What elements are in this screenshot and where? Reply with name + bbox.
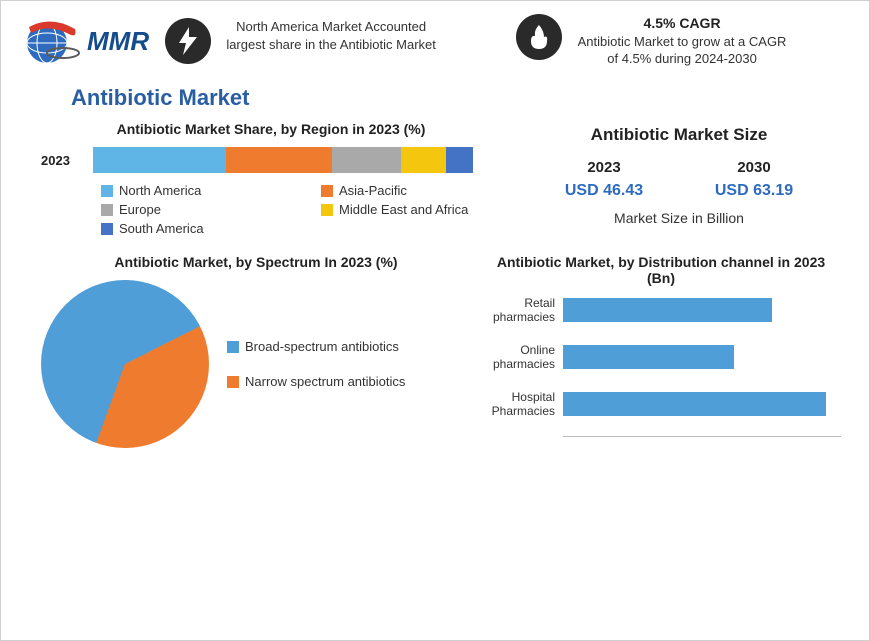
region-legend: North America Asia-Pacific Europe Middle Ea…: [41, 183, 501, 236]
stacked-bar: [93, 147, 473, 173]
legend-item: Narrow spectrum antibiotics: [227, 374, 405, 389]
pie-legend: Broad-spectrum antibiotics Narrow spectru…: [227, 339, 405, 389]
legend-item: Asia-Pacific: [321, 183, 501, 198]
cagr-caption: Antibiotic Market to grow at a CAGR of 4…: [572, 33, 792, 68]
mmr-logo: MMR: [19, 13, 149, 69]
hbar-row: Hospital Pharmacies: [481, 390, 841, 419]
hbar-track: [563, 298, 841, 322]
spectrum-chart: Antibiotic Market, by Spectrum In 2023 (…: [41, 254, 471, 448]
stacked-seg: [93, 147, 226, 173]
cagr-value: 4.5% CAGR: [572, 14, 792, 33]
region-chart-title: Antibiotic Market Share, by Region in 20…: [41, 121, 501, 137]
fire-icon: [516, 14, 562, 60]
distribution-chart: Antibiotic Market, by Distribution chann…: [481, 254, 841, 448]
mid-row: Antibiotic Market Share, by Region in 20…: [1, 111, 869, 236]
stacked-seg: [401, 147, 447, 173]
legend-label: Narrow spectrum antibiotics: [245, 374, 405, 389]
header-highlight-1: North America Market Accounted largest s…: [165, 18, 500, 64]
hbar-track: [563, 392, 841, 416]
size-caption: Market Size in Billion: [529, 210, 829, 226]
stacked-seg: [446, 147, 473, 173]
dist-title: Antibiotic Market, by Distribution chann…: [481, 254, 841, 286]
bolt-icon: [165, 18, 211, 64]
hbar-fill: [563, 298, 772, 322]
hbar-row: Online pharmacies: [481, 343, 841, 372]
stacked-seg: [226, 147, 332, 173]
hbar-chart: Retail pharmacies Online pharmacies Hospit…: [481, 296, 841, 437]
legend-label: North America: [119, 183, 201, 198]
highlight-1-text: North America Market Accounted largest s…: [221, 18, 441, 53]
hbar-track: [563, 345, 841, 369]
legend-item: Broad-spectrum antibiotics: [227, 339, 405, 354]
size-val-1: USD 63.19: [715, 182, 793, 200]
hbar-fill: [563, 345, 734, 369]
legend-swatch: [101, 185, 113, 197]
size-year-0: 2023: [587, 159, 620, 176]
region-year-label: 2023: [41, 153, 81, 168]
legend-label: South America: [119, 221, 204, 236]
legend-swatch: [321, 185, 333, 197]
size-title: Antibiotic Market Size: [529, 125, 829, 145]
legend-label: Broad-spectrum antibiotics: [245, 339, 399, 354]
pie-chart: [41, 280, 209, 448]
header-highlight-2: 4.5% CAGR Antibiotic Market to grow at a…: [516, 14, 851, 68]
legend-swatch: [101, 204, 113, 216]
legend-label: Asia-Pacific: [339, 183, 407, 198]
bottom-row: Antibiotic Market, by Spectrum In 2023 (…: [1, 236, 869, 448]
hbar-row: Retail pharmacies: [481, 296, 841, 325]
legend-item: Europe: [101, 202, 281, 217]
legend-swatch: [227, 376, 239, 388]
legend-item: North America: [101, 183, 281, 198]
legend-item: South America: [101, 221, 281, 236]
hbar-label: Hospital Pharmacies: [481, 390, 563, 419]
hbar-label: Retail pharmacies: [481, 296, 563, 325]
logo-text: MMR: [87, 26, 149, 57]
size-val-0: USD 46.43: [565, 182, 643, 200]
spectrum-title: Antibiotic Market, by Spectrum In 2023 (…: [41, 254, 471, 270]
size-year-1: 2030: [737, 159, 770, 176]
legend-label: Europe: [119, 202, 161, 217]
globe-icon: [19, 13, 83, 69]
stacked-seg: [332, 147, 400, 173]
header: MMR North America Market Accounted large…: [1, 1, 869, 77]
hbar-label: Online pharmacies: [481, 343, 563, 372]
highlight-2-text: 4.5% CAGR Antibiotic Market to grow at a…: [572, 14, 792, 68]
legend-item: Middle East and Africa: [321, 202, 501, 217]
legend-swatch: [227, 341, 239, 353]
market-size-block: Antibiotic Market Size 2023 2030 USD 46.…: [529, 121, 829, 236]
legend-swatch: [101, 223, 113, 235]
legend-swatch: [321, 204, 333, 216]
region-share-chart: Antibiotic Market Share, by Region in 20…: [41, 121, 501, 236]
page-title: Antibiotic Market: [1, 85, 869, 111]
hbar-fill: [563, 392, 826, 416]
legend-label: Middle East and Africa: [339, 202, 468, 217]
